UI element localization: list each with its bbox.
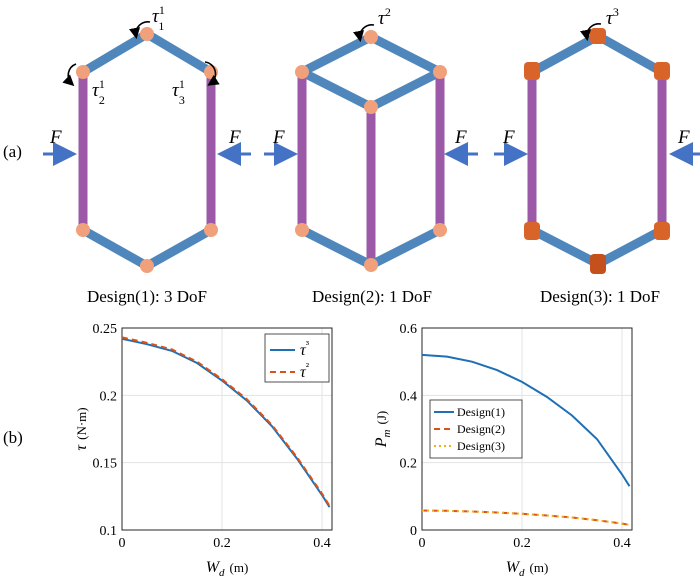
y-tick-label: 0.4 (400, 389, 418, 404)
design-3-caption: Design(3): 1 DoF (540, 287, 660, 306)
series-line (121, 336, 331, 507)
design-2-caption: Design(2): 1 DoF (312, 287, 432, 306)
series-line (421, 509, 630, 526)
joint (76, 65, 90, 79)
x-tick-label: 0 (119, 536, 126, 551)
design-3-mechanism (494, 23, 700, 274)
joint (204, 223, 218, 237)
panel-a-figure: τ1 1 τ1 2 τ1 3 τ2 τ3 F F F F F F (43, 3, 700, 274)
torque-curl-icon (62, 63, 77, 87)
force-label: F (677, 127, 690, 148)
torque-label: τ1 3 (172, 77, 185, 107)
link-top-right (142, 29, 216, 77)
legend-box (264, 333, 330, 383)
x-axis-label: Wd (m) (206, 559, 249, 579)
torque-label: τ2 (378, 5, 391, 29)
legend-label: Design(1) (457, 405, 505, 419)
y-tick-label: 0.2 (100, 389, 118, 404)
torque-curl-icon (353, 24, 375, 43)
legend-label: τ² (300, 361, 310, 381)
y-axis-label: τ(N·m) (73, 407, 90, 450)
legend-label: Design(3) (457, 439, 505, 453)
design-1-caption: Design(1): 3 DoF (87, 287, 207, 306)
y-tick-label: 0.6 (400, 322, 418, 337)
force-label: F (502, 127, 515, 148)
force-label: F (49, 127, 62, 148)
series-line (421, 353, 631, 487)
y-tick-label: 0 (410, 524, 417, 539)
link-bottom-left (78, 225, 152, 271)
design-1-mechanism (43, 21, 251, 273)
legend-label: τ³ (300, 339, 310, 359)
y-tick-label: 0.2 (400, 457, 418, 472)
y-tick-label: 0.1 (100, 524, 118, 539)
torque-label: τ1 1 (152, 3, 165, 33)
torque-curl-icon (204, 61, 220, 86)
torque-label: τ1 2 (92, 77, 105, 107)
x-tick-label: 0.4 (613, 536, 631, 551)
energy-vs-width-chart: 0 0.2 0.4 0 0.2 0.4 0.6 Wd (m) Pm(J) Design(1) Desi… (373, 322, 633, 579)
torque-curl-icon (580, 23, 602, 42)
plot-frame (421, 327, 633, 531)
legend-label: Design(2) (457, 422, 505, 436)
y-axis-label: Pm(J) (373, 411, 393, 448)
joint (76, 223, 90, 237)
x-tick-label: 0.2 (213, 536, 231, 551)
panel-b-label: (b) (3, 428, 23, 447)
panel-a-labels: τ1 1 τ1 2 τ1 3 τ2 τ3 F F F F F F (49, 3, 690, 148)
plot-frame (121, 327, 333, 531)
x-tick-label: 0 (419, 536, 426, 551)
panel-a-label: (a) (3, 142, 22, 161)
x-tick-label: 0.2 (513, 536, 531, 551)
x-tick-label: 0.4 (313, 536, 331, 551)
force-label: F (228, 127, 241, 148)
link-bottom-right (142, 225, 216, 271)
torque-curl-icon (129, 21, 151, 40)
x-axis-label: Wd (m) (506, 559, 549, 579)
y-tick-label: 0.25 (93, 322, 118, 337)
force-label: F (454, 127, 467, 148)
force-label: F (272, 127, 285, 148)
joint (140, 259, 154, 273)
joint (140, 27, 154, 41)
torque-label: τ3 (606, 5, 619, 29)
link-top-left (78, 29, 152, 77)
design-2-mechanism (264, 24, 478, 272)
y-tick-label: 0.15 (93, 457, 118, 472)
